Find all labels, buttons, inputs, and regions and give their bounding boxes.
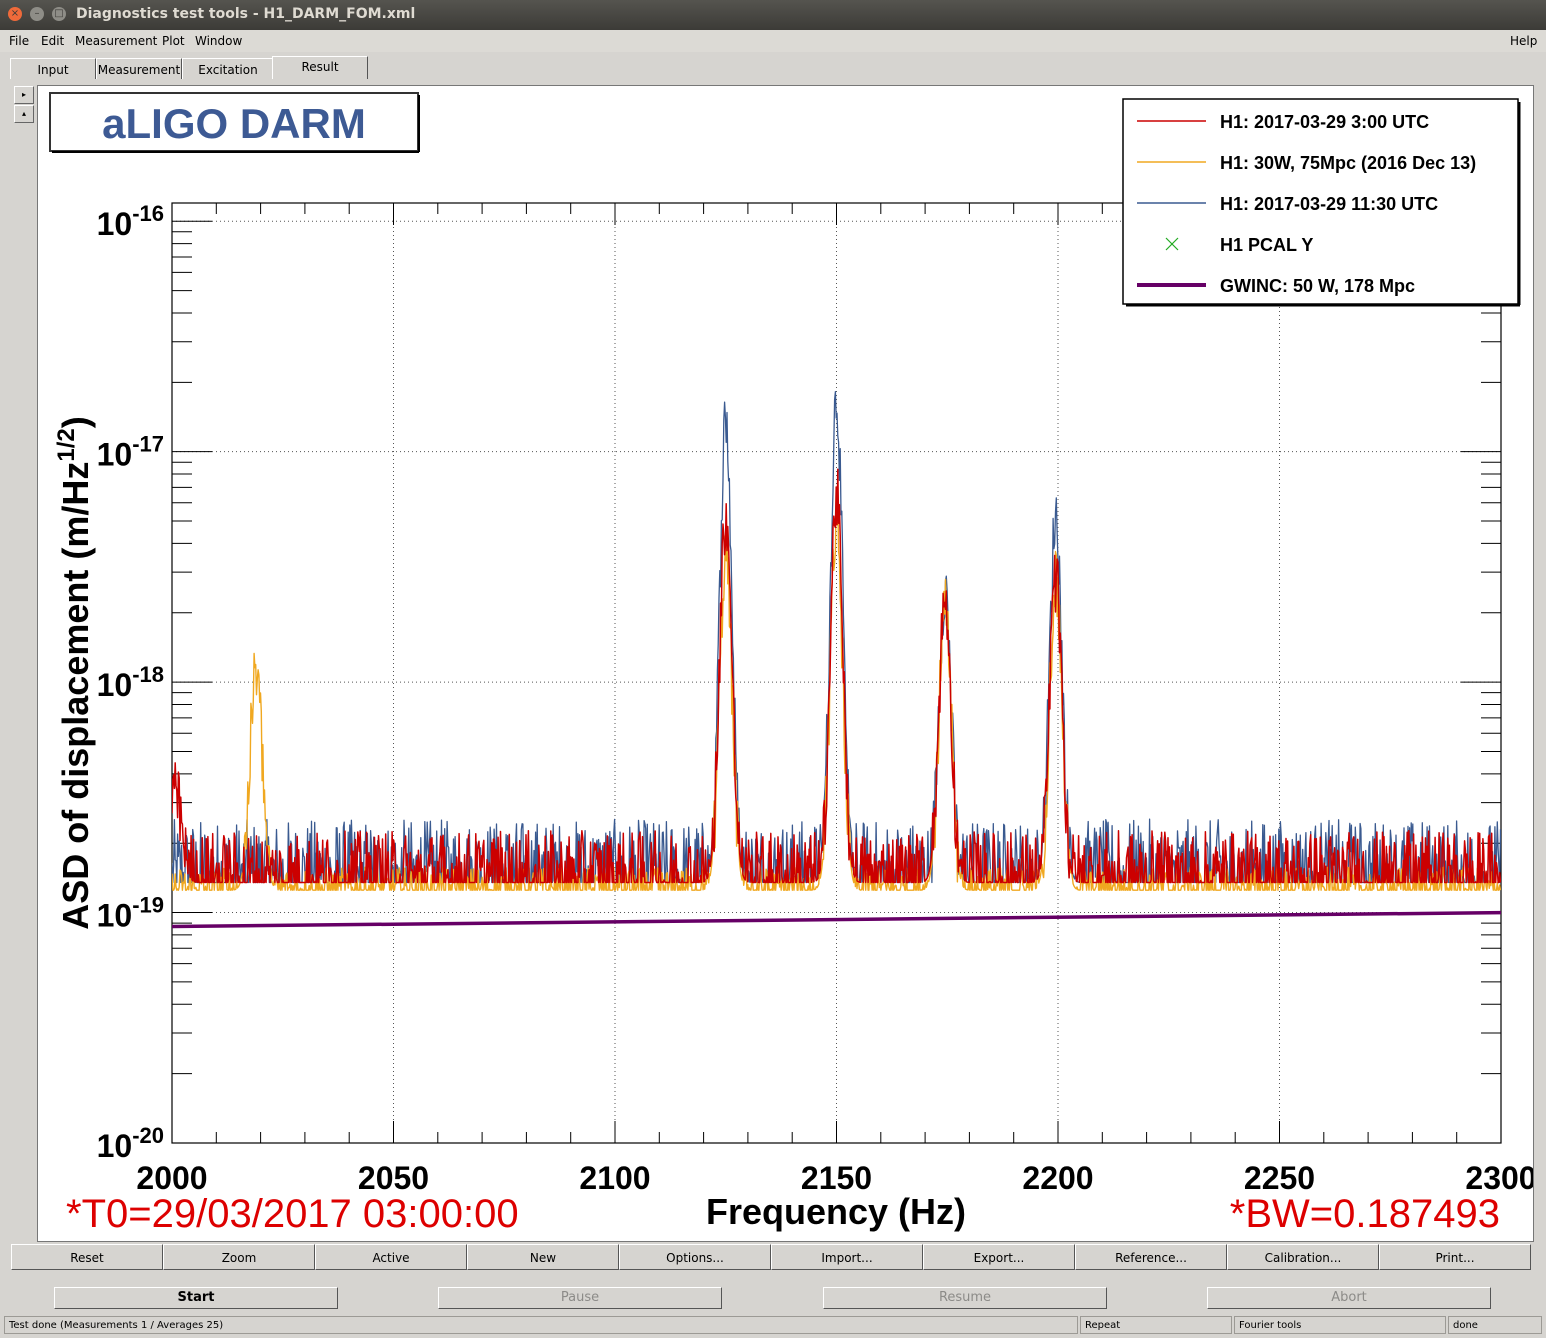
maximize-icon[interactable]: □: [52, 7, 66, 21]
title-bar: × – □ Diagnostics test tools - H1_DARM_F…: [0, 0, 1546, 30]
tab-measurement[interactable]: Measurement: [96, 58, 182, 79]
abort-button[interactable]: Abort: [1207, 1287, 1491, 1309]
tab-input[interactable]: Input: [10, 58, 96, 79]
print-button[interactable]: Print...: [1379, 1244, 1531, 1270]
legend: H1: 2017-03-29 3:00 UTC H1: 30W, 75Mpc (2…: [1122, 98, 1521, 307]
start-button[interactable]: Start: [54, 1287, 338, 1309]
y-tick-label: 10-18: [97, 662, 164, 703]
resume-button[interactable]: Resume: [823, 1287, 1107, 1309]
new-button[interactable]: New: [467, 1244, 619, 1270]
status-fourier: Fourier tools: [1234, 1316, 1446, 1334]
menu-window[interactable]: Window: [195, 34, 243, 48]
legend-label: H1: 2017-03-29 3:00 UTC: [1220, 112, 1429, 132]
t0-annotation: *T0=29/03/2017 03:00:00: [66, 1192, 519, 1236]
y-tick-label: 10-19: [97, 893, 164, 934]
plot-canvas[interactable]: aLIGO DARM 2000 2050 2100 2150 2200 2250 2300 1…: [37, 85, 1534, 1242]
tab-bar: Input Measurement Excitation Result: [0, 56, 1546, 80]
chart-title: aLIGO DARM: [102, 100, 366, 147]
bw-annotation: *BW=0.187493: [1230, 1192, 1500, 1236]
x-axis-label: Frequency (Hz): [706, 1191, 966, 1232]
legend-label: GWINC: 50 W, 178 Mpc: [1220, 276, 1415, 296]
status-main: Test done (Measurements 1 / Averages 25): [4, 1316, 1078, 1334]
y-axis-label: ASD of displacement (m/Hz1/2): [53, 416, 96, 929]
calibration-button[interactable]: Calibration...: [1227, 1244, 1379, 1270]
export-button[interactable]: Export...: [923, 1244, 1075, 1270]
legend-label: H1 PCAL Y: [1220, 235, 1313, 255]
x-tick-label: 2050: [358, 1160, 429, 1196]
menu-file[interactable]: File: [9, 34, 30, 48]
status-done: done: [1448, 1316, 1542, 1334]
y-tick-label: 10-17: [97, 432, 164, 473]
series-line: [172, 468, 1501, 884]
options-button[interactable]: Options...: [619, 1244, 771, 1270]
legend-label: H1: 2017-03-29 11:30 UTC: [1220, 194, 1438, 214]
data-series: [172, 391, 1501, 929]
tick-labels: 2000 2050 2100 2150 2200 2250 2300 10-16 10-17 10…: [97, 201, 1533, 1196]
menu-measurement[interactable]: Measurement: [75, 34, 158, 48]
tab-excitation[interactable]: Excitation: [182, 58, 274, 79]
x-tick-label: 2150: [801, 1160, 872, 1196]
zoom-button[interactable]: Zoom: [163, 1244, 315, 1270]
tab-result[interactable]: Result: [272, 56, 368, 79]
collapse-arrow-icon[interactable]: ▴: [14, 105, 34, 123]
status-repeat: Repeat: [1080, 1316, 1232, 1334]
y-tick-label: 10-20: [97, 1123, 164, 1164]
x-tick-label: 2300: [1465, 1160, 1533, 1196]
x-tick-label: 2250: [1244, 1160, 1315, 1196]
menu-help[interactable]: Help: [1510, 34, 1538, 48]
y-tick-label: 10-16: [97, 201, 164, 242]
series-line: [172, 910, 1501, 929]
legend-marker: [1165, 237, 1179, 251]
menu-edit[interactable]: Edit: [41, 34, 65, 48]
legend-label: H1: 30W, 75Mpc (2016 Dec 13): [1220, 153, 1476, 173]
expand-arrow-icon[interactable]: ▸: [14, 86, 34, 104]
title-box: [49, 92, 419, 152]
minimize-icon[interactable]: –: [30, 7, 44, 21]
x-tick-label: 2000: [136, 1160, 207, 1196]
menu-plot[interactable]: Plot: [162, 34, 185, 48]
window-title: Diagnostics test tools - H1_DARM_FOM.xml: [76, 6, 416, 22]
x-tick-label: 2200: [1022, 1160, 1093, 1196]
x-tick-label: 2100: [579, 1160, 650, 1196]
asd-chart[interactable]: aLIGO DARM 2000 2050 2100 2150 2200 2250 2300 1…: [38, 86, 1533, 1241]
menu-bar: File Edit Measurement Plot Window Help: [0, 30, 1546, 52]
pause-button[interactable]: Pause: [438, 1287, 722, 1309]
import-button[interactable]: Import...: [771, 1244, 923, 1270]
close-icon[interactable]: ×: [8, 7, 22, 21]
active-button[interactable]: Active: [315, 1244, 467, 1270]
reference-button[interactable]: Reference...: [1075, 1244, 1227, 1270]
reset-button[interactable]: Reset: [11, 1244, 163, 1270]
